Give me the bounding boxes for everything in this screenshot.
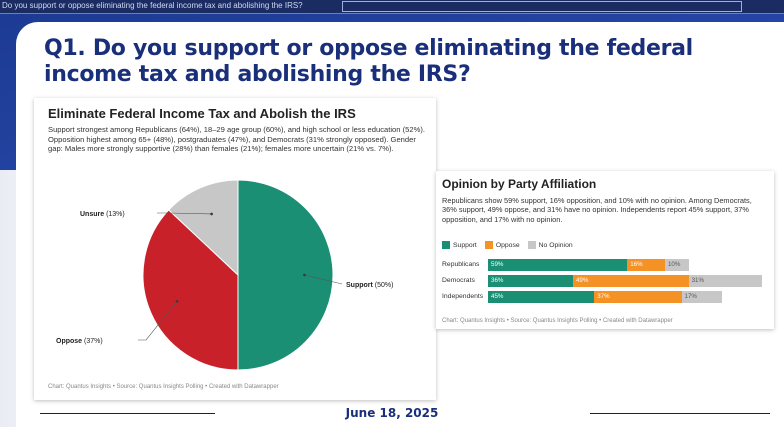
bar-segment-no-opinion: 31% (688, 275, 762, 287)
bar-track: 45% 37% 17% (488, 291, 722, 303)
divider-left (40, 413, 215, 414)
legend-swatch (527, 241, 536, 249)
pie-slice-oppose (142, 209, 239, 371)
pie-label-support: Support (50%) (346, 282, 393, 289)
bar-chart-credit: Chart: Quantus Insights • Source: Quantu… (442, 318, 673, 324)
bar-segment-support: 59% (488, 259, 628, 271)
pie-leader-line (138, 301, 178, 341)
slide-title: Q1. Do you support or oppose eliminating… (44, 36, 693, 87)
legend-label: No Opinion (538, 241, 573, 249)
divider-right (590, 413, 770, 414)
window-titlebar: Do you support or oppose eliminating the… (0, 0, 784, 14)
bar-segment-oppose: 16% (627, 259, 665, 271)
legend-item-support: Support (442, 240, 477, 250)
bar-category-label: Independents (442, 293, 484, 300)
pie-chart-title: Eliminate Federal Income Tax and Abolish… (48, 106, 356, 121)
bar-chart-card: Opinion by Party Affiliation Republicans… (436, 171, 774, 329)
legend-label: Support (453, 241, 477, 249)
pie-slice-unsure (168, 179, 239, 277)
window-title: Do you support or oppose eliminating the… (2, 1, 303, 10)
bar-track: 59% 16% 10% (488, 259, 689, 271)
bar-segment-no-opinion: 17% (681, 291, 722, 303)
pie-chart: Support (50%) Oppose (37%) Unsure (13%) (56, 179, 393, 371)
pie-chart-area: Support (50%) Oppose (37%) Unsure (13%) (34, 168, 436, 378)
legend-item-oppose: Oppose (484, 240, 520, 250)
bar-chart-bars: Republicans 59% 16% 10% Democrats 36% 49% 31% In… (442, 259, 772, 307)
pie-chart-credit: Chart: Quantus Insights • Source: Quantu… (48, 384, 279, 390)
legend-item-no-opinion: No Opinion (527, 240, 573, 250)
legend-swatch (442, 241, 450, 249)
bar-row-democrats: Democrats 36% 49% 31% (442, 275, 772, 288)
pie-label-unsure: Unsure (13%) (80, 211, 125, 218)
bar-category-label: Republicans (442, 261, 480, 268)
legend-label: Oppose (495, 241, 520, 249)
pie-slice-support (237, 179, 334, 371)
bar-segment-no-opinion: 10% (664, 259, 689, 271)
bar-track: 36% 49% 31% (488, 275, 762, 287)
pie-chart-card: Eliminate Federal Income Tax and Abolish… (34, 98, 436, 400)
legend-swatch (484, 241, 493, 249)
bar-row-independents: Independents 45% 37% 17% (442, 291, 772, 304)
bar-row-republicans: Republicans 59% 16% 10% (442, 259, 772, 272)
bar-chart-title: Opinion by Party Affiliation (442, 177, 597, 191)
bar-chart-legend: Support Oppose No Opinion (442, 240, 573, 250)
bar-chart-description: Republicans show 59% support, 16% opposi… (442, 196, 752, 224)
pie-label-oppose: Oppose (37%) (56, 338, 103, 345)
bar-segment-support: 36% (488, 275, 573, 287)
bar-segment-support: 45% (488, 291, 595, 303)
bar-segment-oppose: 49% (572, 275, 689, 287)
pie-leader-line (304, 274, 343, 285)
address-box[interactable] (342, 1, 742, 12)
slide-date: June 18, 2025 (345, 406, 439, 420)
pie-leader-line (157, 212, 212, 215)
bar-category-label: Democrats (442, 277, 475, 284)
pie-chart-description: Support strongest among Republicans (64%… (48, 125, 425, 154)
bar-segment-oppose: 37% (594, 291, 682, 303)
